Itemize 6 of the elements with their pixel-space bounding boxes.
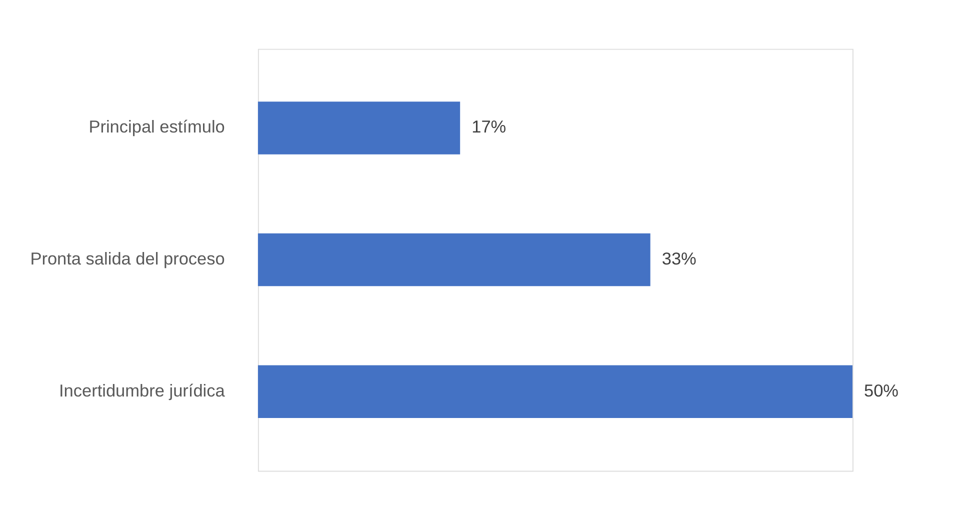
data-label: 50% <box>864 380 899 400</box>
y-tick-label: Principal estímulo <box>88 116 225 137</box>
y-tick-label: Incertidumbre jurídica <box>58 380 226 400</box>
data-label: 33% <box>662 248 696 269</box>
y-tick-label: Pronta salida del proceso <box>30 248 225 269</box>
data-label: 17% <box>472 116 506 137</box>
